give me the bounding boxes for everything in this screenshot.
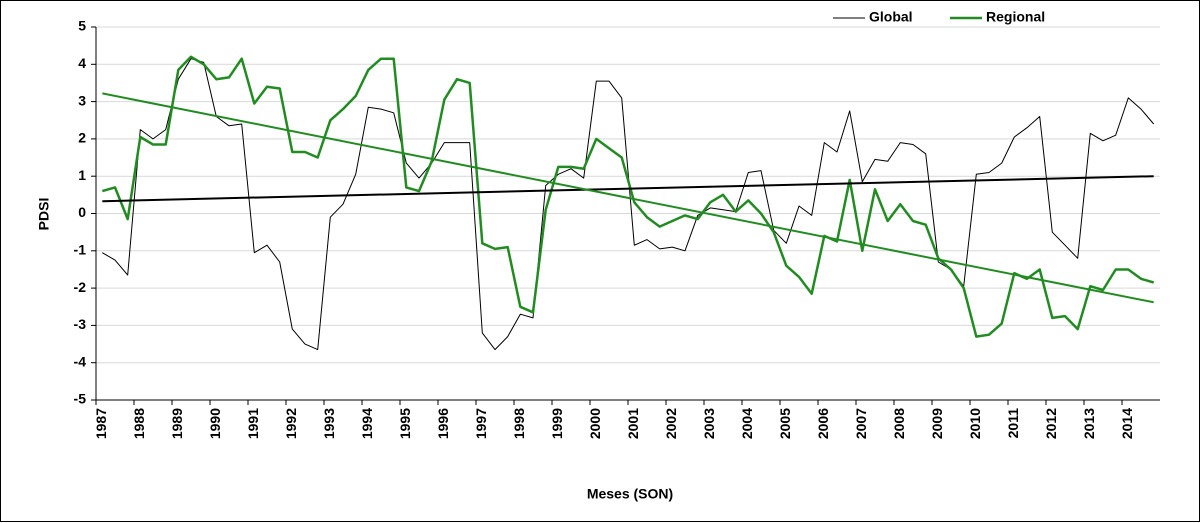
y-tick-label: 0 [78, 204, 86, 220]
x-tick-label: 1993 [321, 408, 337, 439]
x-tick-label: 2013 [1081, 408, 1097, 439]
x-tick-label: 2009 [929, 408, 945, 439]
x-tick-label: 2014 [1119, 408, 1135, 439]
x-tick-label: 1992 [283, 408, 299, 439]
x-tick-label: 2000 [587, 408, 603, 439]
x-tick-label: 2004 [739, 408, 755, 439]
x-tick-label: 1997 [473, 408, 489, 439]
x-tick-label: 1987 [93, 408, 109, 439]
x-tick-label: 1989 [169, 408, 185, 439]
x-tick-label: 2002 [663, 408, 679, 439]
y-tick-label: 1 [78, 167, 86, 183]
trend-line [102, 175, 1154, 203]
legend-label: Regional [986, 9, 1045, 25]
x-tick-label: 2001 [625, 408, 641, 439]
y-tick-label: -4 [74, 353, 87, 369]
data-line [101, 55, 1155, 338]
y-axis-label: PDSI [36, 198, 52, 231]
x-tick-label: 1991 [245, 408, 261, 439]
y-tick-label: -2 [74, 279, 87, 295]
x-axis-label: Meses (SON) [587, 486, 673, 502]
x-tick-label: 1995 [397, 408, 413, 439]
x-tick-label: 1988 [131, 408, 147, 439]
y-tick-label: -3 [74, 316, 87, 332]
x-tick-label: 2003 [701, 408, 717, 439]
y-tick-label: 2 [78, 130, 86, 146]
x-tick-label: 1998 [511, 408, 527, 439]
x-tick-label: 1996 [435, 408, 451, 439]
x-tick-label: 2010 [967, 408, 983, 439]
x-tick-label: 2005 [777, 408, 793, 439]
y-tick-label: 4 [78, 55, 86, 71]
y-tick-label: 3 [78, 92, 86, 108]
y-tick-label: -1 [74, 242, 87, 258]
x-tick-label: 2007 [853, 408, 869, 439]
x-tick-label: 1994 [359, 408, 375, 439]
x-tick-label: 2011 [1005, 408, 1021, 439]
x-tick-label: 2006 [815, 408, 831, 439]
x-tick-label: 2012 [1043, 408, 1059, 439]
legend-label: Global [869, 9, 913, 25]
x-tick-label: 2008 [891, 408, 907, 439]
data-line [102, 58, 1155, 351]
x-tick-label: 1990 [207, 408, 223, 439]
x-tick-label: 1999 [549, 408, 565, 439]
trend-line [102, 92, 1154, 304]
y-tick-label: 5 [78, 18, 86, 34]
y-tick-label: -5 [74, 391, 87, 407]
